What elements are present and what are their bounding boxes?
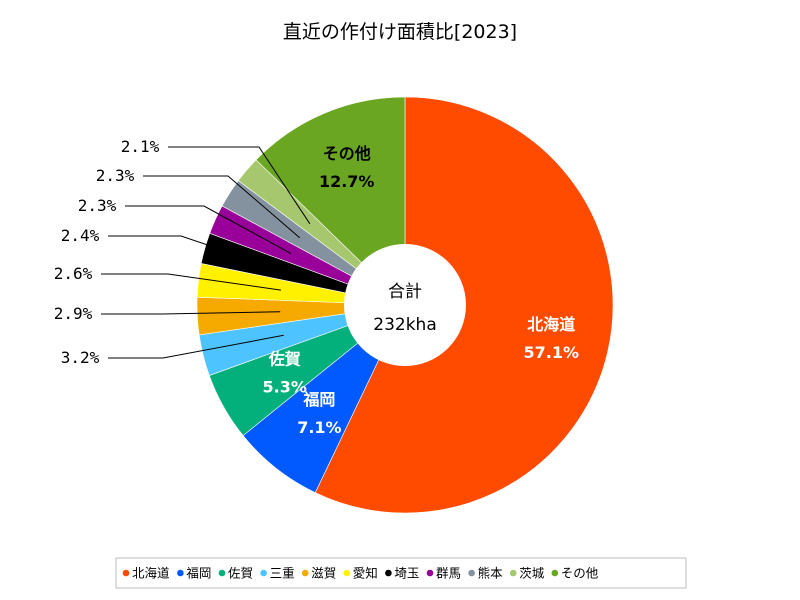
slice-labels: 北海道 57.1% 福岡 7.1% 佐賀 5.3% その他 12.7% 3.2% 2.9% 2.6%… (54, 137, 579, 437)
slice-8-legend-marker (468, 569, 475, 577)
slice-7-leader (125, 205, 292, 255)
slice-0-name-label: 北海道 (527, 315, 575, 334)
slice-7-legend-marker (426, 569, 434, 577)
slice-10-wedge (255, 96, 406, 306)
slice-0-legend-marker (122, 569, 130, 577)
slice-6-legend-label: 埼玉 (394, 566, 419, 581)
slice-6-value-label: 2.4% (61, 226, 100, 245)
slice-0-value-label: 57.1% (524, 343, 580, 362)
slice-5-legend-marker (343, 569, 351, 577)
slice-7-value-label: 2.3% (78, 196, 117, 215)
slice-4-value-label: 2.9% (54, 304, 93, 323)
slice-9-legend-marker (509, 569, 517, 577)
center-value: 232kha (373, 315, 436, 335)
slice-1-legend-marker (177, 569, 184, 577)
slice-4-leader (101, 311, 281, 315)
center-label: 合計 (388, 282, 422, 302)
slice-5-legend-label: 愛知 (353, 566, 378, 581)
slice-8-leader (143, 175, 301, 239)
slice-2-legend-label: 佐賀 (228, 566, 253, 581)
slice-10-legend-label: その他 (561, 566, 599, 581)
slice-7-legend-label: 群馬 (436, 566, 461, 581)
donut-hole (344, 244, 466, 366)
slice-6-legend-marker (385, 569, 392, 577)
slice-10-value-label: 12.7% (319, 172, 375, 191)
slice-9-leader (168, 146, 311, 225)
chart-title: 直近の作付け面積比[2023] (283, 21, 517, 43)
slice-5-value-label: 2.6% (54, 264, 93, 283)
slice-10-legend-marker (551, 569, 559, 577)
slice-6-leader (108, 235, 285, 272)
slice-2-value-label: 5.3% (263, 378, 307, 397)
slice-2-name-label: 佐賀 (268, 350, 301, 369)
slice-1-name-label: 福岡 (302, 390, 335, 409)
slice-1-legend-label: 福岡 (186, 566, 211, 581)
slice-3-legend-marker (260, 569, 267, 577)
slice-8-value-label: 2.3% (96, 166, 135, 185)
legend-box (115, 557, 687, 589)
slice-8-legend-label: 熊本 (478, 566, 504, 581)
slice-0-legend-label: 北海道 (132, 566, 170, 581)
slice-4-legend-label: 滋賀 (311, 566, 336, 581)
slice-2-legend-marker (218, 569, 226, 577)
slice-9-value-label: 2.1% (121, 137, 160, 156)
slice-3-leader (108, 334, 284, 359)
slice-10-name-label: その他 (323, 144, 371, 163)
slice-3-legend-label: 三重 (270, 566, 295, 581)
slice-4-legend-marker (301, 569, 309, 577)
slice-1-value-label: 7.1% (297, 418, 341, 437)
slice-5-leader (101, 273, 281, 291)
slice-3-value-label: 3.2% (61, 348, 100, 367)
legend: 北海道 福岡 佐賀 三重 滋賀 愛知 埼玉 群馬 熊本 茨城 その他 (122, 566, 599, 581)
leader-lines (101, 146, 311, 359)
slice-9-legend-label: 茨城 (519, 566, 545, 581)
